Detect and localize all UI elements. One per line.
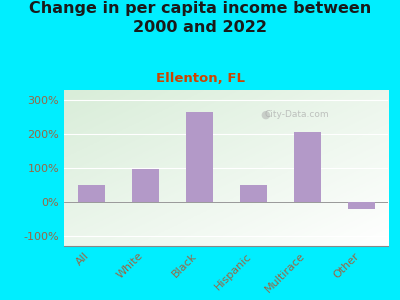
Bar — [132, 169, 158, 202]
Bar — [348, 202, 374, 209]
Text: City-Data.com: City-Data.com — [265, 110, 330, 119]
Bar — [186, 112, 212, 202]
Text: Ellenton, FL: Ellenton, FL — [156, 72, 244, 85]
Text: ●: ● — [260, 110, 270, 120]
Bar — [240, 185, 266, 202]
Bar — [294, 132, 320, 202]
Bar — [78, 185, 104, 202]
Text: Change in per capita income between
2000 and 2022: Change in per capita income between 2000… — [29, 2, 371, 35]
